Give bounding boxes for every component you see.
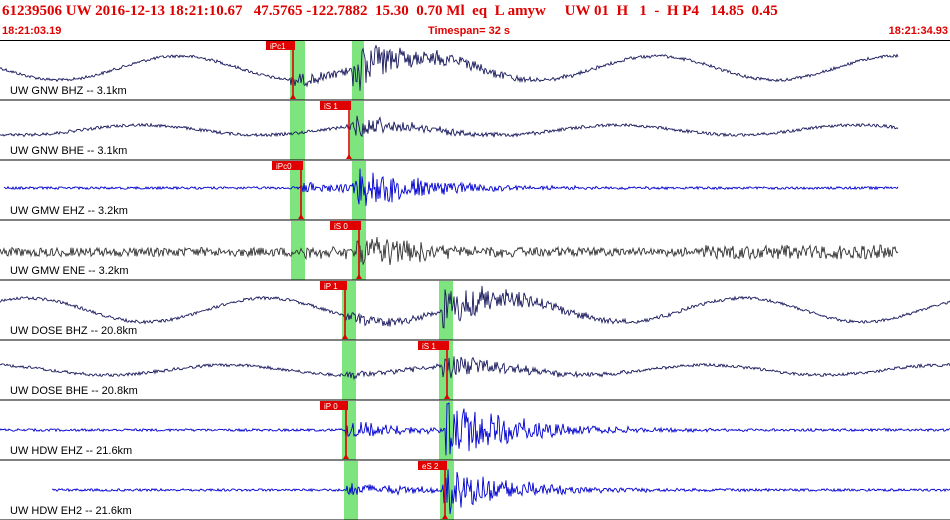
p-window-highlight: [342, 341, 356, 400]
waveform-trace: [0, 44, 899, 91]
s-window-highlight: [439, 341, 453, 400]
event-type: eq: [472, 3, 488, 19]
pick-label: iPc0: [276, 162, 292, 171]
station-label: UW GNW BHE -- 3.1km: [10, 145, 128, 157]
event-lat: 47.5765: [253, 3, 303, 19]
event-num: 1: [639, 3, 647, 19]
pick-marker: [442, 514, 448, 519]
waveform-trace: [3, 168, 899, 206]
event-datetime: 2016-12-13 18:21:10.67: [95, 3, 243, 19]
trace-row[interactable]: iPc1: [0, 41, 950, 101]
pick-marker: [356, 274, 362, 279]
pick-flag: [418, 461, 447, 470]
event-h-flag: H: [616, 3, 629, 19]
event-id: 61239506: [2, 3, 62, 19]
pick-flag: [330, 221, 361, 230]
pick-flag: [320, 101, 351, 110]
waveform-trace: [0, 115, 899, 138]
pick-label: iS 0: [334, 222, 348, 231]
pick-flag: [418, 341, 449, 350]
timespan-value: 32 s: [488, 25, 511, 37]
trace-row[interactable]: eS 2: [0, 461, 950, 520]
timespan: Timespan= 32 s: [428, 25, 510, 37]
pick-marker: [343, 454, 349, 459]
pick-marker: [346, 154, 352, 159]
station-label: UW HDW EHZ -- 21.6km: [10, 445, 133, 457]
waveform-trace: [0, 236, 899, 266]
pick-flag: [320, 401, 348, 410]
event-auth: UW 01: [564, 3, 609, 19]
pick-marker: [444, 394, 450, 399]
pick-label: iPc1: [270, 42, 286, 51]
trace-row[interactable]: iPc0: [0, 161, 950, 221]
event-source: amyw: [507, 3, 546, 19]
seismogram-panel[interactable]: iPc1 iS 1 iPc0 iS 0 iP 1 iS 1 iP 0 eS 2: [0, 40, 950, 520]
waveform-trace: [0, 402, 950, 456]
pick-marker: [298, 214, 304, 219]
trace-row[interactable]: iS 0: [0, 221, 950, 281]
pick-label: iS 1: [422, 342, 436, 351]
header-divider: [0, 40, 950, 41]
p-window-highlight: [291, 221, 305, 280]
pick-flag: [272, 161, 303, 170]
pick-label: iP 0: [324, 402, 338, 411]
waveform-trace: [0, 356, 950, 381]
trace-row[interactable]: iP 1: [0, 281, 950, 341]
station-label: UW HDW EH2 -- 21.6km: [10, 505, 132, 517]
pick-label: iS 1: [324, 102, 338, 111]
event-gtype: L: [494, 3, 504, 19]
station-label: UW GNW BHZ -- 3.1km: [10, 85, 127, 97]
start-time: 18:21:03.19: [2, 25, 62, 37]
event-hp: H P4: [666, 3, 699, 19]
trace-row[interactable]: iP 0: [0, 401, 950, 461]
p-window-highlight: [290, 101, 305, 160]
pick-marker: [290, 94, 296, 99]
timespan-label: Timespan=: [428, 25, 486, 37]
station-label: UW GMW EHZ -- 3.2km: [10, 205, 128, 217]
s-window-highlight: [350, 101, 364, 160]
pick-marker: [342, 334, 348, 339]
waveform-trace: [51, 469, 950, 514]
pick-flag: [320, 281, 347, 290]
event-header: 61239506 UW 2016-12-13 18:21:10.67 47.57…: [0, 0, 950, 40]
waveform-trace: [0, 285, 950, 329]
pick-flag: [266, 41, 295, 50]
station-label: UW DOSE BHZ -- 20.8km: [10, 325, 138, 337]
trace-row[interactable]: iS 1: [0, 341, 950, 401]
trace-row[interactable]: iS 1: [0, 101, 950, 161]
station-label: UW DOSE BHE -- 20.8km: [10, 385, 138, 397]
end-time: 18:21:34.93: [888, 25, 948, 37]
event-depth: 15.30: [375, 3, 409, 19]
event-val2: 0.45: [751, 3, 778, 19]
event-magnitude: 0.70 Ml: [416, 3, 465, 19]
event-lon: -122.7882: [306, 3, 368, 19]
pick-label: eS 2: [422, 462, 439, 471]
event-summary-line: 61239506 UW 2016-12-13 18:21:10.67 47.57…: [2, 3, 778, 20]
pick-label: iP 1: [324, 282, 338, 291]
event-dash: -: [654, 3, 660, 19]
station-label: UW GMW ENE -- 3.2km: [10, 265, 129, 277]
event-network: UW: [65, 3, 92, 19]
event-val1: 14.85: [710, 3, 744, 19]
